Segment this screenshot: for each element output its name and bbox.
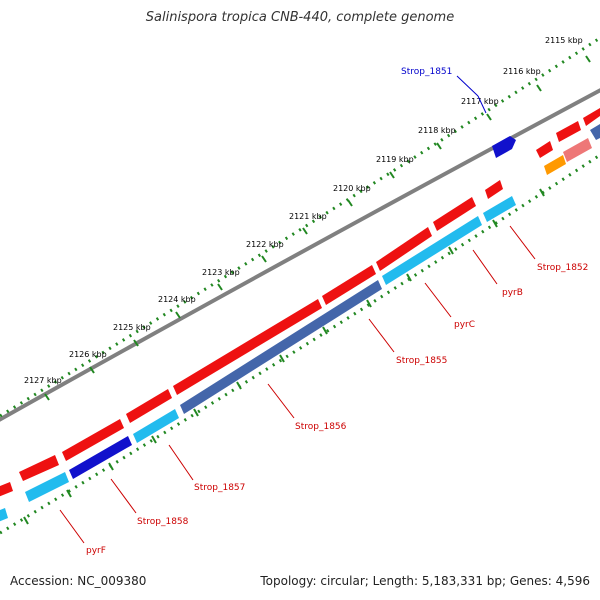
tick-label: 2118 kbp bbox=[418, 126, 456, 135]
gene-label-pyrf[interactable]: pyrF bbox=[86, 546, 106, 556]
gene-feature-forward[interactable] bbox=[590, 124, 600, 140]
outer-tick-track bbox=[0, 36, 600, 418]
gene-feature-reverse[interactable] bbox=[382, 216, 482, 285]
gene-feature-forward[interactable] bbox=[322, 265, 376, 305]
gene-feature-reverse[interactable] bbox=[133, 409, 179, 443]
gene-label-strop-1855[interactable]: Strop_1855 bbox=[396, 356, 447, 366]
gene-feature-forward[interactable] bbox=[433, 197, 476, 231]
genome-backbone bbox=[0, 88, 600, 422]
gene-label-strop-1856[interactable]: Strop_1856 bbox=[295, 422, 347, 432]
gene-feature-forward[interactable] bbox=[536, 141, 553, 158]
reverse-strand-track bbox=[0, 196, 516, 522]
inner-tick-marks bbox=[23, 188, 545, 525]
gene-feature-pink[interactable] bbox=[563, 138, 592, 162]
gene-feature-forward[interactable] bbox=[19, 455, 59, 481]
gene-feature-forward[interactable] bbox=[485, 180, 503, 199]
tick-label: 2117 kbp bbox=[461, 97, 499, 106]
tick-label: 2119 kbp bbox=[376, 155, 414, 164]
gene-feature-forward[interactable] bbox=[583, 108, 600, 126]
scale-labels: 2115 kbp 2116 kbp 2117 kbp 2118 kbp 2119… bbox=[24, 36, 583, 385]
gene-feature-forward[interactable] bbox=[62, 419, 124, 461]
gene-label-pyrb[interactable]: pyrB bbox=[502, 288, 523, 298]
gene-label-strop-1851[interactable]: Strop_1851 bbox=[401, 67, 452, 77]
inner-tick-track bbox=[0, 153, 600, 535]
gene-leader-lines bbox=[59, 75, 536, 544]
gene-feature-reverse[interactable] bbox=[25, 472, 69, 502]
tick-label: 2125 kbp bbox=[113, 323, 151, 332]
gene-label-strop-1857[interactable]: Strop_1857 bbox=[194, 483, 245, 493]
gene-feature-reverse[interactable] bbox=[483, 196, 516, 222]
tick-label: 2126 kbp bbox=[69, 350, 107, 359]
gene-feature-forward[interactable] bbox=[173, 299, 322, 395]
gene-label-strop-1858[interactable]: Strop_1858 bbox=[137, 517, 189, 527]
gene-feature-blue[interactable] bbox=[492, 136, 516, 158]
tick-label: 2121 kbp bbox=[289, 212, 327, 221]
accession-text: Accession: NC_009380 bbox=[10, 574, 147, 588]
tick-label: 2116 kbp bbox=[503, 67, 541, 76]
tick-label: 2122 kbp bbox=[246, 240, 284, 249]
tick-label: 2127 kbp bbox=[24, 376, 62, 385]
gene-feature-reverse[interactable] bbox=[180, 280, 382, 414]
tick-label: 2124 kbp bbox=[158, 295, 196, 304]
gene-feature-forward[interactable] bbox=[126, 389, 172, 423]
gene-labels: Strop_1851 Strop_1852 pyrB pyrC Strop_18… bbox=[86, 67, 588, 556]
forward-strand-track bbox=[0, 108, 600, 497]
map-title: Salinispora tropica CNB-440, complete ge… bbox=[145, 10, 455, 25]
tick-label: 2120 kbp bbox=[333, 184, 371, 193]
gene-feature-forward[interactable] bbox=[376, 227, 432, 271]
gene-feature-reverse[interactable] bbox=[0, 508, 8, 522]
gene-label-pyrc[interactable]: pyrC bbox=[454, 320, 475, 330]
gene-feature-reverse[interactable] bbox=[69, 436, 132, 479]
gene-feature-forward[interactable] bbox=[556, 121, 581, 142]
tick-label: 2115 kbp bbox=[545, 36, 583, 45]
gene-label-strop-1852[interactable]: Strop_1852 bbox=[537, 263, 588, 273]
genome-summary-text: Topology: circular; Length: 5,183,331 bp… bbox=[260, 574, 590, 588]
gene-feature-forward[interactable] bbox=[0, 482, 13, 497]
gene-feature-orange[interactable] bbox=[544, 155, 566, 175]
outer-tick-marks bbox=[44, 55, 591, 401]
tick-label: 2123 kbp bbox=[202, 268, 240, 277]
